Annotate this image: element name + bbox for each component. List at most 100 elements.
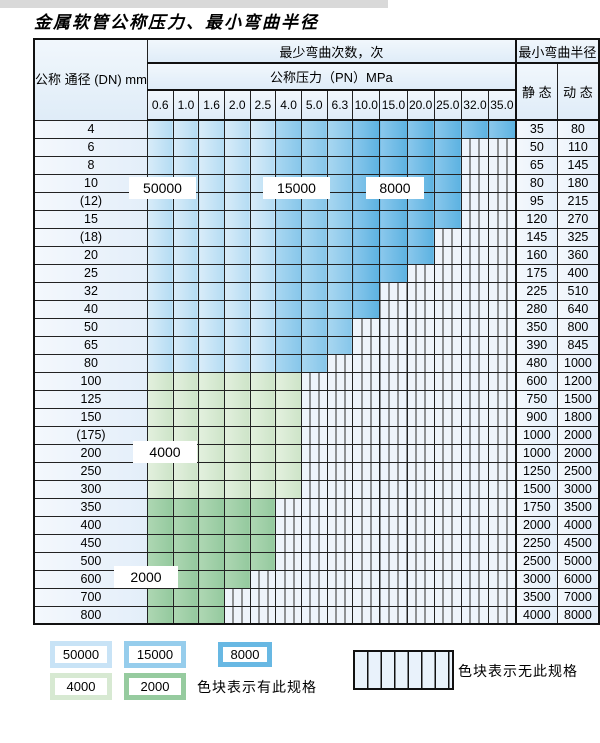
cell-cycles-4000 xyxy=(223,461,251,481)
cell-cycles-50000 xyxy=(146,335,174,355)
header-pn-15.0: 15.0 xyxy=(379,89,408,121)
cell-no-spec xyxy=(326,371,354,391)
table-row-dn-700: 700 3500 7000 xyxy=(33,587,600,607)
cell-cycles-2000 xyxy=(172,497,200,517)
cell-cycles-15000 xyxy=(300,281,328,301)
cell-cycles-4000 xyxy=(146,479,174,499)
cell-cycles-4000 xyxy=(249,461,277,481)
cell-cycles-4000 xyxy=(172,461,200,481)
cell-cycles-50000 xyxy=(223,173,251,193)
cell-no-spec xyxy=(379,389,408,409)
cycles-label-8000: 8000 xyxy=(366,177,424,199)
cell-cycles-50000 xyxy=(198,353,225,373)
static-radius-cell: 1750 xyxy=(514,497,558,517)
legend-swatch-label: 4000 xyxy=(55,678,107,695)
dn-cell: 50 xyxy=(33,317,148,337)
cell-cycles-4000 xyxy=(146,389,174,409)
cell-no-spec xyxy=(300,443,328,463)
cell-cycles-15000 xyxy=(326,173,354,193)
cell-no-spec xyxy=(460,227,490,247)
cell-cycles-8000 xyxy=(433,155,462,175)
cell-cycles-50000 xyxy=(249,353,277,373)
static-radius-cell: 2500 xyxy=(514,551,558,571)
cell-cycles-4000 xyxy=(249,389,277,409)
cell-no-spec xyxy=(379,587,408,607)
cell-cycles-50000 xyxy=(249,227,277,247)
cell-no-spec xyxy=(326,353,354,373)
cell-cycles-50000 xyxy=(146,299,174,319)
cell-cycles-50000 xyxy=(198,119,225,139)
cell-no-spec xyxy=(406,281,435,301)
cell-no-spec xyxy=(433,569,462,589)
page-title: 金属软管公称压力、最小弯曲半径 xyxy=(34,13,319,32)
cell-cycles-50000 xyxy=(249,281,277,301)
dynamic-radius-cell: 5000 xyxy=(556,551,600,571)
table-row-dn-80: 80 480 1000 xyxy=(33,353,600,373)
cell-no-spec xyxy=(379,479,408,499)
header-pn-20.0: 20.0 xyxy=(406,89,435,121)
cell-cycles-50000 xyxy=(146,137,174,157)
header-pn-25.0: 25.0 xyxy=(433,89,462,121)
cell-no-spec xyxy=(460,497,490,517)
static-radius-cell: 350 xyxy=(514,317,558,337)
static-radius-cell: 480 xyxy=(514,353,558,373)
legend-swatch-label: 8000 xyxy=(223,647,267,662)
cell-cycles-8000 xyxy=(379,137,408,157)
cell-cycles-15000 xyxy=(275,209,302,229)
cell-no-spec xyxy=(460,299,490,319)
dn-cell: 300 xyxy=(33,479,148,499)
cell-cycles-8000 xyxy=(488,119,517,139)
dn-cell: 100 xyxy=(33,371,148,391)
cell-cycles-8000 xyxy=(460,119,490,139)
header-pn-4.0: 4.0 xyxy=(275,89,302,121)
cell-no-spec xyxy=(300,551,328,571)
cell-cycles-4000 xyxy=(198,443,225,463)
cell-no-spec xyxy=(379,281,408,301)
table-row-dn-65: 65 390 845 xyxy=(33,335,600,355)
cell-cycles-4000 xyxy=(172,479,200,499)
cell-no-spec xyxy=(460,263,490,283)
dynamic-radius-cell: 800 xyxy=(556,317,600,337)
cell-no-spec xyxy=(352,389,381,409)
cell-cycles-8000 xyxy=(352,155,381,175)
cell-no-spec xyxy=(460,353,490,373)
cell-no-spec xyxy=(326,515,354,535)
cell-no-spec xyxy=(433,605,462,625)
static-radius-cell: 390 xyxy=(514,335,558,355)
cell-cycles-4000 xyxy=(172,371,200,391)
legend-swatch-8000: 8000 xyxy=(218,642,272,667)
table-row-dn-450: 450 2250 4500 xyxy=(33,533,600,553)
cell-no-spec xyxy=(406,461,435,481)
cell-no-spec xyxy=(379,371,408,391)
cell-no-spec xyxy=(300,371,328,391)
cell-no-spec xyxy=(379,461,408,481)
cell-cycles-50000 xyxy=(223,137,251,157)
cell-cycles-50000 xyxy=(223,353,251,373)
static-radius-cell: 2250 xyxy=(514,533,558,553)
cell-cycles-8000 xyxy=(379,245,408,265)
cell-no-spec xyxy=(488,227,517,247)
cell-cycles-4000 xyxy=(275,389,302,409)
cell-cycles-15000 xyxy=(275,245,302,265)
cell-no-spec xyxy=(406,443,435,463)
cell-cycles-50000 xyxy=(249,155,277,175)
cell-no-spec xyxy=(379,605,408,625)
cell-cycles-50000 xyxy=(198,191,225,211)
cell-cycles-4000 xyxy=(275,443,302,463)
cell-no-spec xyxy=(352,587,381,607)
dn-cell: (18) xyxy=(33,227,148,247)
static-radius-cell: 80 xyxy=(514,173,558,193)
cell-cycles-15000 xyxy=(300,335,328,355)
static-radius-cell: 600 xyxy=(514,371,558,391)
header-pn-10.0: 10.0 xyxy=(352,89,381,121)
table-row-dn-150: 150 900 1800 xyxy=(33,407,600,427)
cell-cycles-8000 xyxy=(433,119,462,139)
cell-cycles-15000 xyxy=(300,317,328,337)
cell-no-spec xyxy=(488,137,517,157)
static-radius-cell: 750 xyxy=(514,389,558,409)
cell-cycles-50000 xyxy=(198,137,225,157)
cell-cycles-50000 xyxy=(249,137,277,157)
legend-swatch-label: 15000 xyxy=(129,646,181,663)
cell-no-spec xyxy=(488,569,517,589)
cell-cycles-50000 xyxy=(223,317,251,337)
